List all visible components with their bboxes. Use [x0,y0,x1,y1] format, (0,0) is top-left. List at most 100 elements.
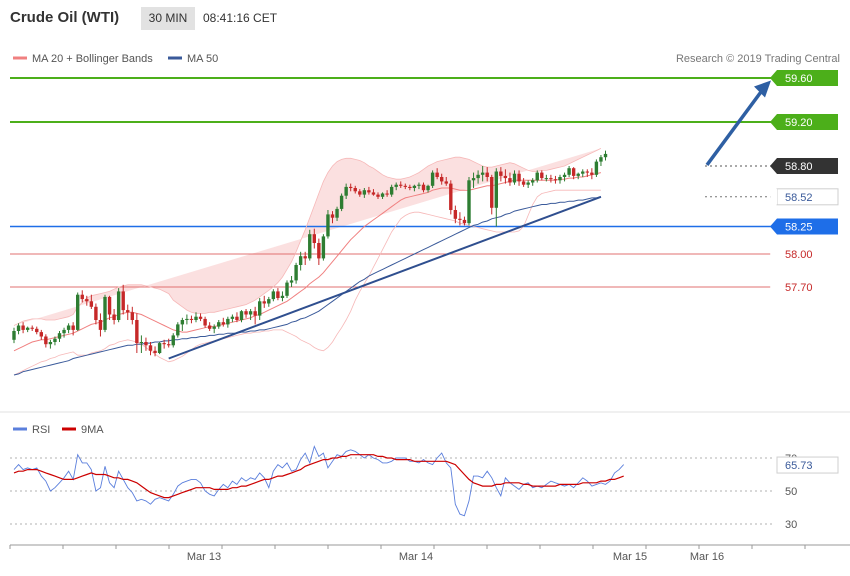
price-label: 59.20 [785,117,813,129]
candle-body [258,301,262,316]
candle-body [94,306,98,320]
rsi-level-label: 30 [785,519,797,531]
candle-body [480,172,485,175]
candle-body [471,178,476,181]
time-axis-ticks: Mar 13 Mar 14 Mar 15 Mar 16 [9,545,806,563]
candle-body [576,173,580,176]
legend-ma50-label: MA 50 [187,53,218,65]
price-label-box [777,70,838,86]
candle-body [80,294,84,300]
price-label-pointer [770,218,777,235]
price-label-pointer [770,114,777,130]
rsi-current-box [776,456,839,474]
price-label-box [777,114,838,130]
price-label-box [777,218,838,235]
candle-body [571,168,576,176]
price-label: 58.25 [785,222,813,234]
ma20-line [13,172,602,352]
candle-body [590,172,594,175]
timeframe-button[interactable]: 30 MIN [141,7,195,30]
moving-average-lines [13,148,602,376]
candle-body [294,265,298,281]
candle-body [376,194,380,197]
candle-body [367,190,371,193]
candle-body [107,296,112,315]
candle-body [271,291,276,300]
candle-body [35,328,39,333]
candle-body [248,311,253,315]
rsi-current-value: 65.73 [785,460,813,472]
candle-body [417,184,421,186]
candle-body [171,335,175,346]
candle-body [276,291,280,298]
rsi-lines [13,445,625,517]
candle-body [167,344,171,346]
candle-body [30,327,34,329]
candle-body [189,318,194,320]
candle-body [212,326,216,329]
candle-body [62,329,66,334]
candle-body [585,171,589,173]
candle-body [303,256,307,259]
candle-body [16,325,21,331]
candle-body [76,294,80,330]
candle-body [308,234,312,259]
rsi-axis-labels: 70503065.73 [776,453,839,531]
price-label-box [777,158,838,174]
candle-body [499,171,503,176]
bollinger-band [14,148,601,326]
candle-body [389,186,394,195]
candle-body [280,295,285,298]
candle-body [440,177,444,182]
candle-body [503,175,508,179]
copyright: Research © 2019 Trading Central [676,53,840,65]
candle-body [53,338,57,342]
rsi-ma-line [13,454,624,499]
candle-body [562,174,567,177]
candle-body [98,320,103,330]
time-tick-label: Mar 15 [613,551,647,563]
candle-body [453,210,458,219]
candle-body [207,325,212,329]
candle-body [226,318,230,325]
candle-body [462,219,467,224]
candle-body [476,174,480,179]
candle-body [362,190,367,195]
candle-body [153,350,157,353]
rsi-line [13,445,625,517]
price-label-pointer [770,279,777,295]
arrow-shaft [705,89,764,166]
price-label: 58.52 [785,192,813,204]
price-label-pointer [770,246,777,262]
candle-body [385,193,389,195]
candle-body [185,318,189,320]
instrument-title: Crude Oil (WTI) [10,9,120,26]
candle-body [435,172,439,177]
candle-body [12,331,16,340]
bollinger-lower-line [13,189,601,376]
candle-body [66,325,71,330]
candle-body [339,195,344,209]
candle-body [490,177,494,208]
candle-body [594,161,599,175]
candle-body [135,320,139,344]
bollinger-band-area [14,148,601,326]
candle-body [298,256,303,265]
candle-body [371,192,376,195]
rsi-level-label: 50 [785,486,797,498]
candle-body [494,171,498,208]
price-label: 58.80 [785,161,813,173]
candle-body [162,343,166,345]
price-label-box [777,246,838,262]
candle-body [380,193,385,197]
candle-body [399,184,403,186]
candle-body [239,311,244,320]
candle-body [203,318,207,326]
candle-body [549,178,553,180]
candle-body [85,299,89,302]
candle-body [198,316,203,319]
candle-body [330,214,335,218]
candle-body [180,320,185,325]
candle-body [421,184,426,191]
candle-body [126,310,130,313]
